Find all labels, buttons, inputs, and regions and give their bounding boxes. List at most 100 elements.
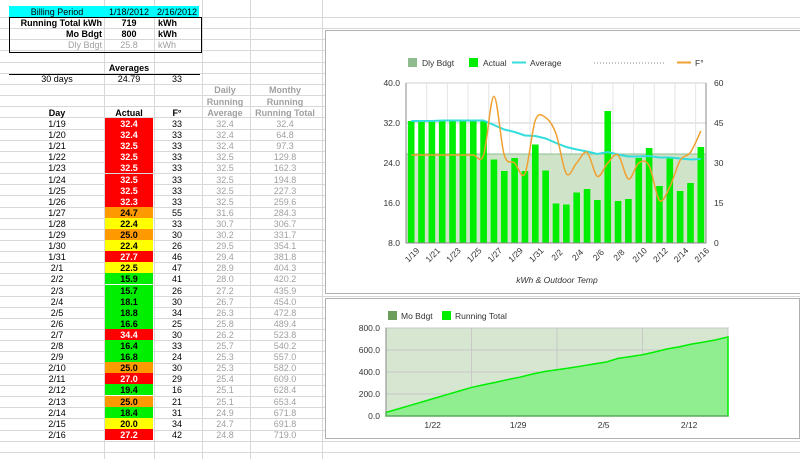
row-actual[interactable]: 27.2 <box>105 429 153 440</box>
row-running-average: 30.2 <box>216 230 234 240</box>
row-running-total: 306.7 <box>273 219 297 229</box>
legend-label: F° <box>695 58 704 68</box>
row-temp[interactable]: 25 <box>171 319 182 329</box>
averages-temp[interactable]: 33 <box>171 74 182 84</box>
row-temp[interactable]: 30 <box>171 330 182 340</box>
row-running-average: 25.3 <box>216 352 234 362</box>
row-temp[interactable]: 24 <box>171 352 182 362</box>
row-day: 2/11 <box>48 374 66 384</box>
averages-kwh[interactable]: 24.79 <box>117 74 141 84</box>
row-temp[interactable]: 46 <box>171 252 182 262</box>
bar-actual <box>666 158 674 243</box>
col-monthly-2: Running <box>266 97 304 107</box>
row-actual[interactable]: 18.1 <box>105 296 153 307</box>
mo-bdgt-value[interactable]: 800 <box>121 29 137 39</box>
chart-running-total[interactable]: Mo Bdgt Running Total 0.0 200.0 400.0 600.0 80… <box>325 298 800 439</box>
row-actual[interactable]: 32.3 <box>105 196 153 207</box>
row-running-average: 25.4 <box>216 374 234 384</box>
row-actual[interactable]: 16.8 <box>105 351 153 362</box>
x-tick-label: 2/6 <box>591 247 607 263</box>
row-actual[interactable]: 32.4 <box>105 118 153 129</box>
row-temp[interactable]: 29 <box>171 374 182 384</box>
row-actual[interactable]: 27.7 <box>105 251 153 262</box>
row-temp[interactable]: 33 <box>171 186 182 196</box>
row-actual[interactable]: 24.7 <box>105 207 153 218</box>
row-actual[interactable]: 25.0 <box>105 229 153 240</box>
row-temp[interactable]: 33 <box>171 119 182 129</box>
row-running-total: 582.0 <box>273 363 297 373</box>
row-actual[interactable]: 25.0 <box>105 396 153 407</box>
row-actual[interactable]: 15.9 <box>105 273 153 284</box>
row-actual[interactable]: 25.0 <box>105 362 153 373</box>
billing-start-date[interactable]: 1/18/2012 <box>108 7 150 17</box>
row-temp[interactable]: 30 <box>171 363 182 373</box>
row-temp[interactable]: 30 <box>171 297 182 307</box>
running-total-value[interactable]: 719 <box>121 18 137 28</box>
row-actual[interactable]: 32.5 <box>105 162 153 173</box>
row-temp[interactable]: 21 <box>171 397 182 407</box>
x-tick-label: 1/23 <box>444 245 463 264</box>
row-running-total: 194.8 <box>273 175 297 185</box>
row-actual[interactable]: 16.4 <box>105 340 153 351</box>
row-actual[interactable]: 22.4 <box>105 240 153 251</box>
row-actual[interactable]: 16.6 <box>105 318 153 329</box>
row-actual[interactable]: 27.0 <box>105 373 153 384</box>
row-running-average: 32.5 <box>216 186 234 196</box>
legend-swatch <box>408 58 417 67</box>
billing-end-date[interactable]: 2/16/2012 <box>156 7 198 17</box>
row-temp[interactable]: 42 <box>171 430 182 440</box>
row-running-average: 32.5 <box>216 152 234 162</box>
row-temp[interactable]: 16 <box>171 385 182 395</box>
row-temp[interactable]: 33 <box>171 175 182 185</box>
row-running-average: 27.2 <box>216 286 234 296</box>
row-running-total: 691.8 <box>273 419 297 429</box>
row-day: 2/16 <box>48 430 66 440</box>
bar-actual <box>645 148 653 243</box>
row-day: 1/31 <box>48 252 66 262</box>
bar-actual <box>521 171 529 243</box>
row-actual[interactable]: 22.5 <box>105 262 153 273</box>
row-actual[interactable]: 20.0 <box>105 418 153 429</box>
x-tick-label: 1/29 <box>506 245 525 264</box>
row-temp[interactable]: 33 <box>171 341 182 351</box>
row-temp[interactable]: 26 <box>171 286 182 296</box>
row-actual[interactable]: 32.5 <box>105 185 153 196</box>
bar-actual <box>480 121 487 243</box>
row-day: 1/24 <box>48 175 66 185</box>
row-temp[interactable]: 34 <box>171 419 182 429</box>
row-temp[interactable]: 26 <box>171 241 182 251</box>
row-actual[interactable]: 32.5 <box>105 140 153 151</box>
row-temp[interactable]: 31 <box>171 408 182 418</box>
dly-bdgt-value[interactable]: 25.8 <box>120 40 138 50</box>
billing-period-row <box>9 6 199 18</box>
row-day: 2/7 <box>50 330 64 340</box>
row-actual[interactable]: 32.5 <box>105 151 153 162</box>
row-actual[interactable]: 19.4 <box>105 384 153 395</box>
row-running-total: 454.0 <box>273 297 297 307</box>
row-running-average: 24.9 <box>216 408 234 418</box>
row-actual[interactable]: 32.5 <box>105 174 153 185</box>
billing-period-label: Billing Period <box>30 7 84 17</box>
bar-actual <box>563 204 570 243</box>
row-day: 2/9 <box>50 352 64 362</box>
row-actual[interactable]: 22.4 <box>105 218 153 229</box>
row-temp[interactable]: 33 <box>171 219 182 229</box>
row-temp[interactable]: 55 <box>171 208 182 218</box>
row-temp[interactable]: 47 <box>171 263 182 273</box>
row-actual[interactable]: 15.7 <box>105 285 153 296</box>
chart-kwh-temp[interactable]: Dly Bdgt Actual Average F° 8.0 16.0 24.0 32.0 40… <box>325 30 800 294</box>
row-actual[interactable]: 18.8 <box>105 307 153 318</box>
row-temp[interactable]: 33 <box>171 197 182 207</box>
row-actual[interactable]: 34.4 <box>105 329 153 340</box>
row-temp[interactable]: 41 <box>171 274 182 284</box>
bar-actual <box>407 121 415 243</box>
row-temp[interactable]: 33 <box>171 163 182 173</box>
row-temp[interactable]: 33 <box>171 130 182 140</box>
row-temp[interactable]: 34 <box>171 308 182 318</box>
row-actual[interactable]: 18.4 <box>105 407 153 418</box>
row-temp[interactable]: 30 <box>171 230 182 240</box>
row-running-average: 28.0 <box>216 274 234 284</box>
row-temp[interactable]: 33 <box>171 141 182 151</box>
row-temp[interactable]: 33 <box>171 152 182 162</box>
row-actual[interactable]: 32.4 <box>105 129 153 140</box>
